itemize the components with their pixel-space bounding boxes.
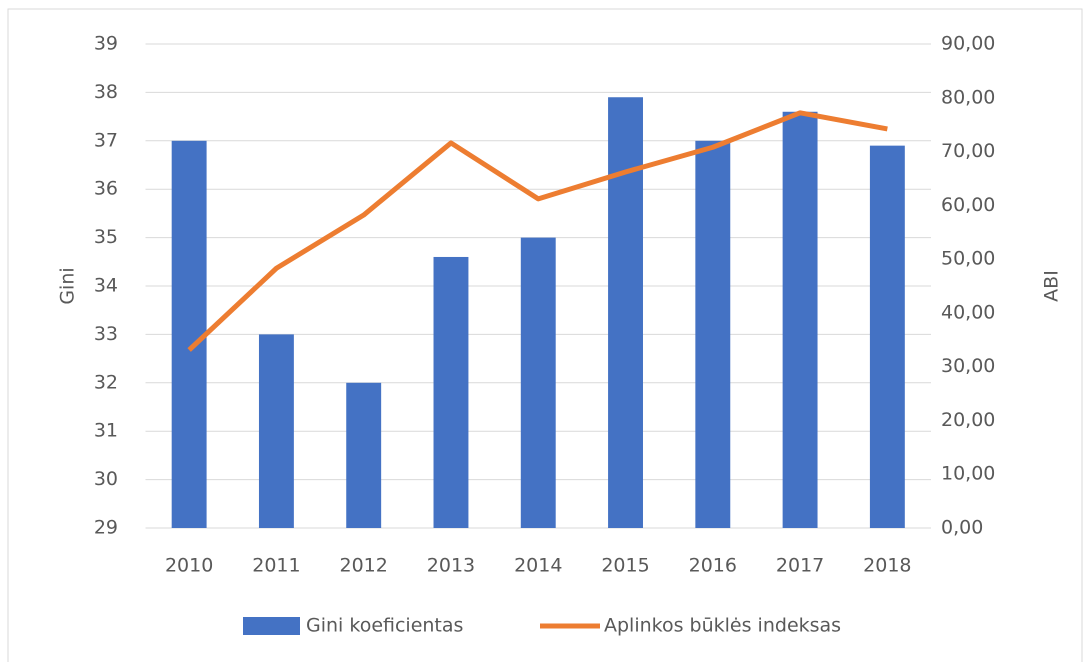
x-tick-label: 2016 — [689, 555, 737, 577]
y2-tick-label: 80,00 — [941, 86, 995, 108]
x-tick-label: 2017 — [776, 555, 824, 577]
bar — [695, 140, 731, 529]
x-tick-label: 2011 — [252, 555, 300, 577]
y2-axis-label: ABI — [1041, 270, 1063, 302]
y-tick-label: 38 — [94, 81, 118, 103]
y2-tick-label: 40,00 — [941, 301, 995, 323]
x-tick-label: 2014 — [514, 555, 562, 577]
y-tick-label: 30 — [94, 468, 118, 490]
bar — [258, 334, 294, 528]
x-tick-label: 2010 — [165, 555, 213, 577]
bar — [433, 256, 469, 528]
y-tick-label: 32 — [94, 371, 118, 393]
y2-tick-label: 70,00 — [941, 140, 995, 162]
bar — [869, 145, 905, 528]
bar — [782, 111, 818, 528]
y-tick-label: 39 — [94, 33, 118, 55]
bar — [520, 237, 556, 528]
bar — [171, 140, 207, 529]
y-axis-label: Gini — [57, 267, 79, 304]
y-tick-label: 31 — [94, 420, 118, 442]
y2-tick-label: 30,00 — [941, 355, 995, 377]
y2-tick-label: 20,00 — [941, 409, 995, 431]
x-tick-label: 2012 — [340, 555, 388, 577]
y2-tick-label: 90,00 — [941, 33, 995, 55]
y-tick-label: 35 — [94, 226, 118, 248]
x-tick-label: 2015 — [601, 555, 649, 577]
x-tick-label: 2018 — [863, 555, 911, 577]
y2-tick-label: 0,00 — [941, 517, 983, 539]
y-tick-label: 34 — [94, 275, 118, 297]
bar — [346, 382, 382, 528]
y-tick-label: 36 — [94, 178, 118, 200]
legend-swatch — [243, 617, 300, 635]
legend-label: Aplinkos būklės indeksas — [604, 615, 841, 637]
x-tick-label: 2013 — [427, 555, 475, 577]
y-tick-label: 33 — [94, 323, 118, 345]
legend-label: Gini koeficientas — [306, 615, 463, 637]
y-tick-label: 29 — [94, 517, 118, 539]
bar — [608, 97, 643, 529]
y-tick-label: 37 — [94, 129, 118, 151]
y2-tick-label: 10,00 — [941, 463, 995, 485]
y2-tick-label: 50,00 — [941, 248, 995, 270]
line — [187, 110, 888, 352]
y2-tick-label: 60,00 — [941, 194, 995, 216]
